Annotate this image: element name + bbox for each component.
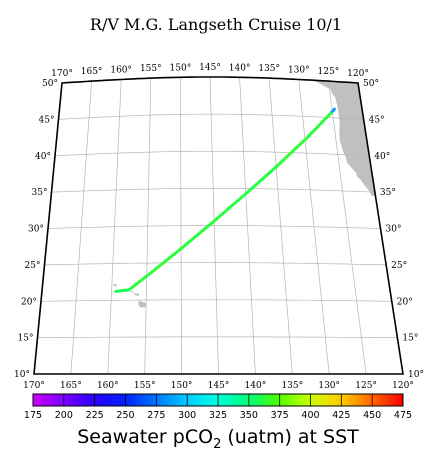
colorbar-tick-label: 400 [301, 410, 319, 421]
lat-label-right: 50° [363, 79, 379, 89]
track-segment [244, 165, 278, 196]
lat-label-left: 35° [32, 188, 48, 198]
track-segment [179, 219, 216, 251]
lat-label-right: 40° [374, 152, 390, 162]
track-segment [114, 289, 123, 293]
colorbar-tick-label: 325 [209, 410, 227, 421]
lat-label-right: 25° [391, 261, 407, 271]
latitude-labels-left: 10° 15° 20° 25° 30° 35° 40° 45° 50° [14, 79, 58, 380]
molokai-island [130, 291, 135, 293]
track-segment [212, 192, 248, 223]
parallel-line [40, 299, 392, 302]
parallel-line [54, 150, 370, 157]
lon-label-top: 170° [51, 69, 73, 79]
lon-label-top: 120° [347, 69, 369, 79]
colorbar-label-rest: (uatm) at SST [221, 426, 359, 448]
lon-label-top: 130° [288, 65, 310, 75]
lon-label-bottom: 120° [392, 381, 414, 391]
lat-label-right: 35° [380, 188, 396, 198]
lat-label-right: 15° [402, 334, 418, 344]
colorbar-label: Seawater pCO2 (uatm) at SST [77, 426, 359, 452]
lat-label-right: 10° [408, 370, 424, 380]
colorbar-tick-label: 375 [271, 410, 289, 421]
latitude-labels-right: 10° 15° 20° 25° 30° 35° 40° 45° 50° [363, 79, 424, 380]
lat-label-left: 45° [39, 115, 55, 125]
lat-label-left: 50° [42, 79, 58, 89]
parallel-line [37, 336, 398, 338]
colorbar-tick-label: 200 [55, 410, 73, 421]
lon-label-top: 150° [170, 63, 192, 73]
lon-label-bottom: 170° [23, 381, 45, 391]
parallel-line [51, 188, 375, 193]
lat-label-left: 30° [28, 225, 44, 235]
track-segment [127, 271, 152, 292]
lat-label-left: 10° [14, 370, 30, 380]
parallel-line [44, 262, 387, 266]
colorbar: 175 200 225 250 275 300 325 350 375 400 425 450 475 … [24, 393, 412, 452]
lon-label-top: 160° [110, 65, 132, 75]
lat-label-left: 40° [35, 152, 51, 162]
colorbar-tick-label: 250 [116, 410, 134, 421]
lon-label-bottom: 130° [318, 381, 340, 391]
lon-label-bottom: 140° [245, 381, 267, 391]
map-plot-area [33, 76, 404, 375]
lon-label-bottom: 160° [97, 381, 119, 391]
maui-island [134, 293, 140, 296]
lon-label-bottom: 150° [171, 381, 193, 391]
lat-label-left: 15° [18, 334, 34, 344]
lon-label-top: 140° [229, 63, 251, 73]
lat-label-left: 25° [25, 261, 41, 271]
lat-label-left: 20° [21, 297, 37, 307]
colorbar-tick-label: 425 [332, 410, 350, 421]
lat-label-right: 45° [369, 115, 385, 125]
lon-label-top: 145° [199, 63, 221, 73]
colorbar-tick-label: 450 [363, 410, 381, 421]
lon-label-bottom: 155° [134, 381, 156, 391]
parallel-line [58, 113, 364, 120]
lat-label-right: 20° [397, 297, 413, 307]
track-segment [148, 247, 183, 275]
lon-label-bottom: 145° [208, 381, 230, 391]
colorbar-label-subscript: 2 [213, 437, 221, 452]
ship-track [114, 107, 336, 293]
lat-label-right: 30° [386, 225, 402, 235]
track-segment [306, 111, 333, 139]
longitude-labels-bottom: 170° 165° 160° 155° 150° 145° 140° 135° 130° 125°… [23, 381, 414, 391]
colorbar-tick-label: 175 [24, 410, 42, 421]
lon-label-bottom: 165° [60, 381, 82, 391]
colorbar-tick-label: 350 [240, 410, 258, 421]
lon-label-top: 135° [258, 64, 280, 74]
lon-label-top: 155° [140, 64, 162, 74]
colorbar-tick-label: 225 [86, 410, 104, 421]
track-segment [274, 135, 310, 169]
kauai-island [113, 284, 117, 287]
graticule [37, 77, 398, 374]
map-frame [33, 76, 404, 375]
lon-label-top: 165° [81, 67, 103, 77]
lon-label-bottom: 135° [281, 381, 303, 391]
parallel-line [47, 225, 381, 229]
lon-label-top: 125° [318, 67, 340, 77]
colorbar-ticks: 175 200 225 250 275 300 325 350 375 400 425 450 475 [24, 394, 412, 421]
colorbar-label-main: Seawater pCO [77, 426, 213, 448]
hawaii-big-island [138, 300, 147, 308]
colorbar-tick-label: 475 [394, 410, 412, 421]
colorbar-tick-label: 275 [147, 410, 165, 421]
lon-label-bottom: 125° [355, 381, 377, 391]
map-title: R/V M.G. Langseth Cruise 10/1 [90, 15, 342, 34]
longitude-labels-top: 170° 165° 160° 155° 150° 145° 140° 135° 130° 125°… [51, 63, 369, 79]
colorbar-tick-label: 300 [178, 410, 196, 421]
